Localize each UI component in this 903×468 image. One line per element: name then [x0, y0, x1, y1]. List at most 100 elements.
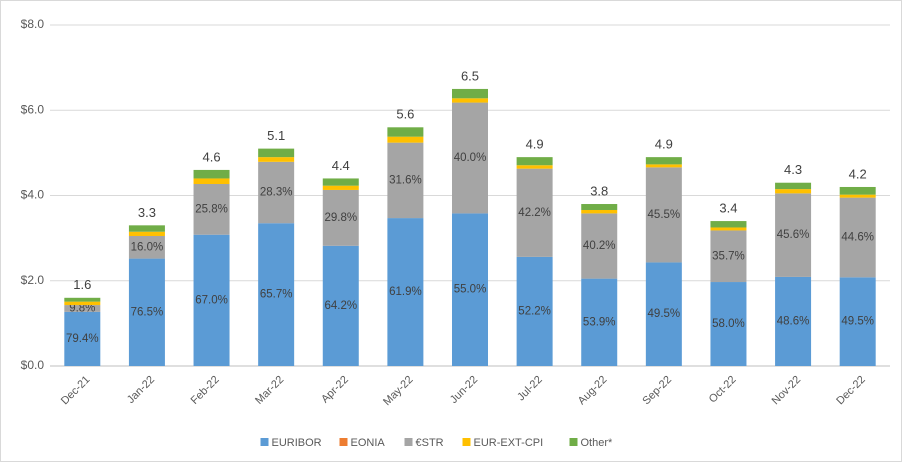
- bar-segment: [516, 168, 553, 257]
- total-label: 4.4: [332, 158, 350, 173]
- bar-segment: [258, 223, 295, 366]
- bar-segment: [710, 230, 747, 283]
- bar-segment: [581, 278, 618, 366]
- segment-label: 16.0%: [131, 241, 164, 253]
- legend-swatch: [404, 438, 413, 446]
- y-tick-label: $2.0: [21, 273, 45, 287]
- segment-label: 52.2%: [518, 305, 551, 317]
- bar-segment: [645, 157, 682, 165]
- segment-label: 25.8%: [195, 203, 228, 215]
- bar-segment: [710, 227, 747, 231]
- bar-segment: [322, 185, 359, 190]
- bar-segment: [452, 98, 488, 103]
- bar-segment: [710, 221, 747, 228]
- bar-segment: [710, 282, 747, 366]
- bar-segment: [128, 225, 165, 232]
- legend-label: €STR: [416, 437, 444, 449]
- bar-segment: [387, 142, 424, 219]
- bar-segment: [64, 301, 101, 306]
- y-tick-label: $0.0: [21, 358, 45, 372]
- total-label: 5.1: [267, 128, 285, 143]
- legend-swatch: [339, 438, 348, 446]
- legend-label: EUR-EXT-CPI: [474, 437, 544, 449]
- total-label: 3.8: [590, 183, 608, 198]
- bar-segment: [775, 193, 812, 277]
- legend-label: EURIBOR: [272, 437, 322, 449]
- bar-segment: [128, 231, 165, 236]
- segment-label: 49.5%: [648, 308, 681, 320]
- segment-label: 48.6%: [777, 315, 810, 327]
- total-label: 5.6: [396, 107, 414, 122]
- segment-label: 55.0%: [454, 284, 487, 296]
- bar-segment: [64, 311, 101, 366]
- total-label: 4.9: [526, 137, 544, 152]
- legend-label: Other*: [581, 437, 614, 449]
- bar-segment: [193, 169, 230, 179]
- segment-label: 40.0%: [454, 152, 487, 164]
- bar-segment: [516, 165, 553, 169]
- legend-label: EONIA: [351, 437, 386, 449]
- bar-segment: [581, 204, 618, 210]
- bar-segment: [839, 194, 876, 198]
- bar-segment: [258, 161, 295, 224]
- y-tick-label: $4.0: [21, 188, 45, 202]
- segment-label: 31.6%: [389, 174, 422, 186]
- bar-segment: [64, 305, 101, 312]
- segment-label: 79.4%: [66, 333, 99, 345]
- segment-label: 44.6%: [841, 232, 874, 244]
- segment-label: 35.7%: [712, 250, 745, 262]
- segment-label: 58.0%: [712, 318, 745, 330]
- total-label: 4.9: [655, 137, 673, 152]
- bar-segment: [258, 148, 295, 158]
- bar-segment: [839, 197, 876, 278]
- segment-label: 45.5%: [648, 209, 681, 221]
- bar-segment: [775, 182, 812, 190]
- bar-segment: [193, 178, 230, 184]
- bar-segment: [322, 178, 359, 186]
- y-tick-label: $6.0: [21, 102, 45, 116]
- bar-segment: [516, 256, 553, 366]
- bar-segment: [775, 276, 812, 366]
- segment-label: 53.9%: [583, 316, 616, 328]
- bar-segment: [839, 277, 876, 366]
- bar-segment: [128, 235, 165, 259]
- segment-label: 9.8%: [69, 302, 95, 314]
- bar-segment: [128, 258, 165, 366]
- bar-segment: [258, 157, 295, 162]
- segment-label: 61.9%: [389, 286, 422, 298]
- total-label: 3.4: [719, 201, 737, 216]
- bar-segment: [645, 164, 682, 168]
- bar-segment: [516, 157, 553, 166]
- segment-label: 42.2%: [518, 207, 551, 219]
- legend-swatch: [462, 438, 471, 446]
- bar-segment: [452, 88, 488, 99]
- segment-label: 49.5%: [841, 316, 874, 328]
- segment-label: 65.7%: [260, 289, 293, 301]
- bar-segment: [64, 297, 101, 302]
- bar-segment: [387, 127, 424, 137]
- total-label: 1.6: [73, 277, 91, 292]
- bar-segment: [581, 209, 618, 214]
- bar-segment: [839, 186, 876, 195]
- segment-label: 67.0%: [195, 294, 228, 306]
- bar-segment: [775, 189, 812, 194]
- bar-segment: [452, 102, 488, 214]
- total-label: 6.5: [461, 68, 479, 83]
- bar-segment: [322, 189, 359, 246]
- bar-segment: [645, 167, 682, 263]
- segment-label: 45.6%: [777, 229, 810, 241]
- segment-label: 29.8%: [324, 212, 357, 224]
- bar-segment: [193, 234, 230, 366]
- bar-segment: [193, 183, 230, 235]
- segment-label: 28.3%: [260, 187, 293, 199]
- total-label: 4.3: [784, 162, 802, 177]
- legend-swatch: [260, 438, 269, 446]
- segment-label: 76.5%: [131, 306, 164, 318]
- bar-segment: [322, 245, 359, 366]
- y-tick-label: $8.0: [21, 17, 45, 31]
- total-label: 4.6: [202, 149, 220, 164]
- total-label: 4.2: [849, 166, 867, 181]
- total-label: 3.3: [138, 205, 156, 220]
- segment-label: 40.2%: [583, 240, 616, 252]
